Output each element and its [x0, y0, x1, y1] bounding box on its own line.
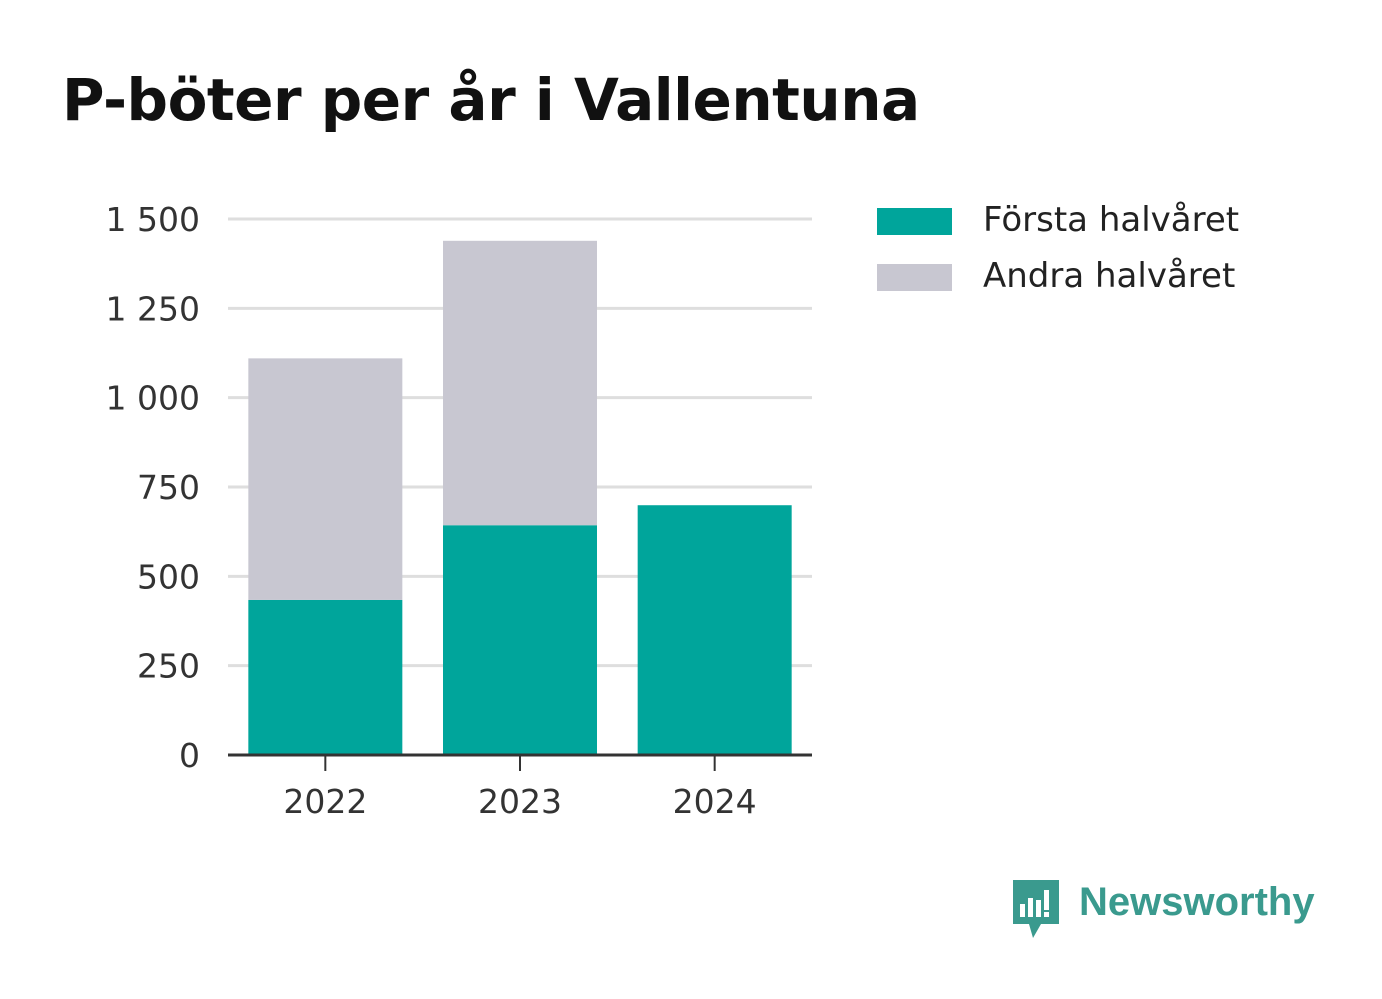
chart-title: P-böter per år i Vallentuna [62, 66, 920, 134]
x-tick-label: 2022 [283, 782, 367, 821]
bar-second-half [248, 358, 403, 600]
legend-label-second-half: Andra halvåret [983, 256, 1236, 296]
newsworthy-logo-icon [1013, 880, 1059, 938]
y-tick-label: 750 [137, 468, 200, 507]
y-tick-label: 1 500 [106, 200, 200, 239]
y-axis-ticks: 0 250 500 750 1 000 1 250 1 500 [106, 200, 200, 775]
brand-name: Newsworthy [1079, 880, 1315, 924]
x-axis-ticks: 2022 2023 2024 [283, 755, 757, 821]
y-tick-label: 1 250 [106, 289, 200, 328]
y-tick-label: 250 [137, 647, 200, 686]
bar-first-half [248, 599, 403, 755]
y-tick-label: 500 [137, 557, 200, 596]
legend-swatch-second-half [877, 264, 952, 291]
bar-second-half [443, 240, 597, 526]
bar-first-half [443, 525, 597, 755]
y-tick-label: 1 000 [106, 379, 200, 418]
legend-label-first-half: Första halvåret [983, 200, 1240, 240]
legend-swatch-first-half [877, 208, 952, 235]
y-tick-label: 0 [179, 736, 200, 775]
x-tick-label: 2023 [478, 782, 562, 821]
bars [248, 240, 792, 755]
bar-first-half [637, 505, 792, 755]
x-tick-label: 2024 [673, 782, 757, 821]
